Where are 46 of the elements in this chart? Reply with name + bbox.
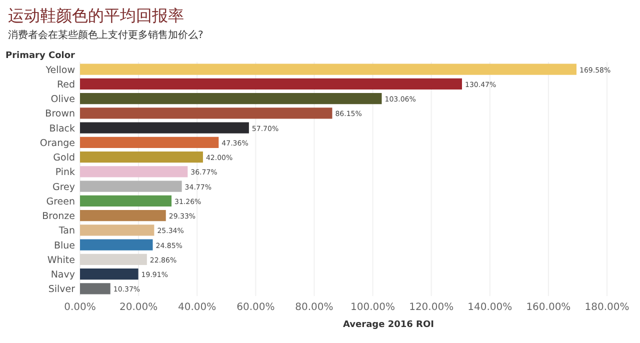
- chart-title: 运动鞋颜色的平均回报率: [8, 6, 184, 25]
- y-axis-title: Primary Color: [5, 51, 76, 61]
- y-tick-label: Yellow: [44, 64, 76, 76]
- y-tick-label: Green: [46, 196, 75, 208]
- bar: [80, 283, 110, 294]
- y-tick-label: Grey: [52, 182, 76, 193]
- bar: [80, 254, 147, 265]
- bar: [80, 93, 382, 104]
- x-axis-title: Average 2016 ROI: [343, 320, 434, 330]
- bar: [80, 180, 182, 192]
- y-tick-label: Tan: [58, 226, 75, 237]
- bar: [80, 122, 249, 134]
- y-tick-label: Gold: [53, 152, 75, 164]
- y-tick-label: Bronze: [42, 211, 76, 222]
- y-tick-label: Olive: [50, 94, 76, 106]
- x-tick-label: 80.00%: [295, 302, 334, 313]
- bar: [80, 224, 154, 236]
- bar: [80, 152, 203, 163]
- x-tick-label: 60.00%: [236, 302, 275, 313]
- x-tick-label: 100.00%: [350, 302, 396, 313]
- y-tick-label: Brown: [45, 108, 75, 120]
- bar: [80, 239, 153, 250]
- bar: [80, 136, 219, 148]
- y-tick-label: Navy: [50, 270, 76, 281]
- bar: [80, 108, 332, 119]
- x-tick-label: 20.00%: [119, 302, 158, 313]
- chart-subtitle: 消费者会在某些颜色上支付更多销售加价么?: [8, 29, 204, 41]
- x-tick-label: 40.00%: [178, 302, 216, 313]
- y-tick-label: Black: [49, 123, 76, 134]
- x-tick-label: 160.00%: [526, 302, 571, 313]
- bar: [80, 195, 172, 206]
- y-tick-label: Orange: [40, 138, 76, 149]
- x-tick-label: 0.00%: [64, 302, 96, 313]
- bar: [80, 210, 166, 222]
- x-tick-label: 120.00%: [409, 302, 454, 313]
- y-tick-label: Pink: [55, 167, 76, 178]
- y-tick-label: Blue: [54, 240, 76, 252]
- x-tick-label: 140.00%: [468, 302, 512, 313]
- y-tick-label: Red: [56, 79, 75, 90]
- bar: [80, 78, 462, 90]
- bar: [80, 268, 138, 280]
- bar: [80, 166, 188, 178]
- y-tick-label: White: [47, 254, 76, 266]
- y-tick-label: Silver: [48, 284, 76, 296]
- x-tick-label: 180.00%: [584, 302, 630, 313]
- bar: [80, 64, 576, 75]
